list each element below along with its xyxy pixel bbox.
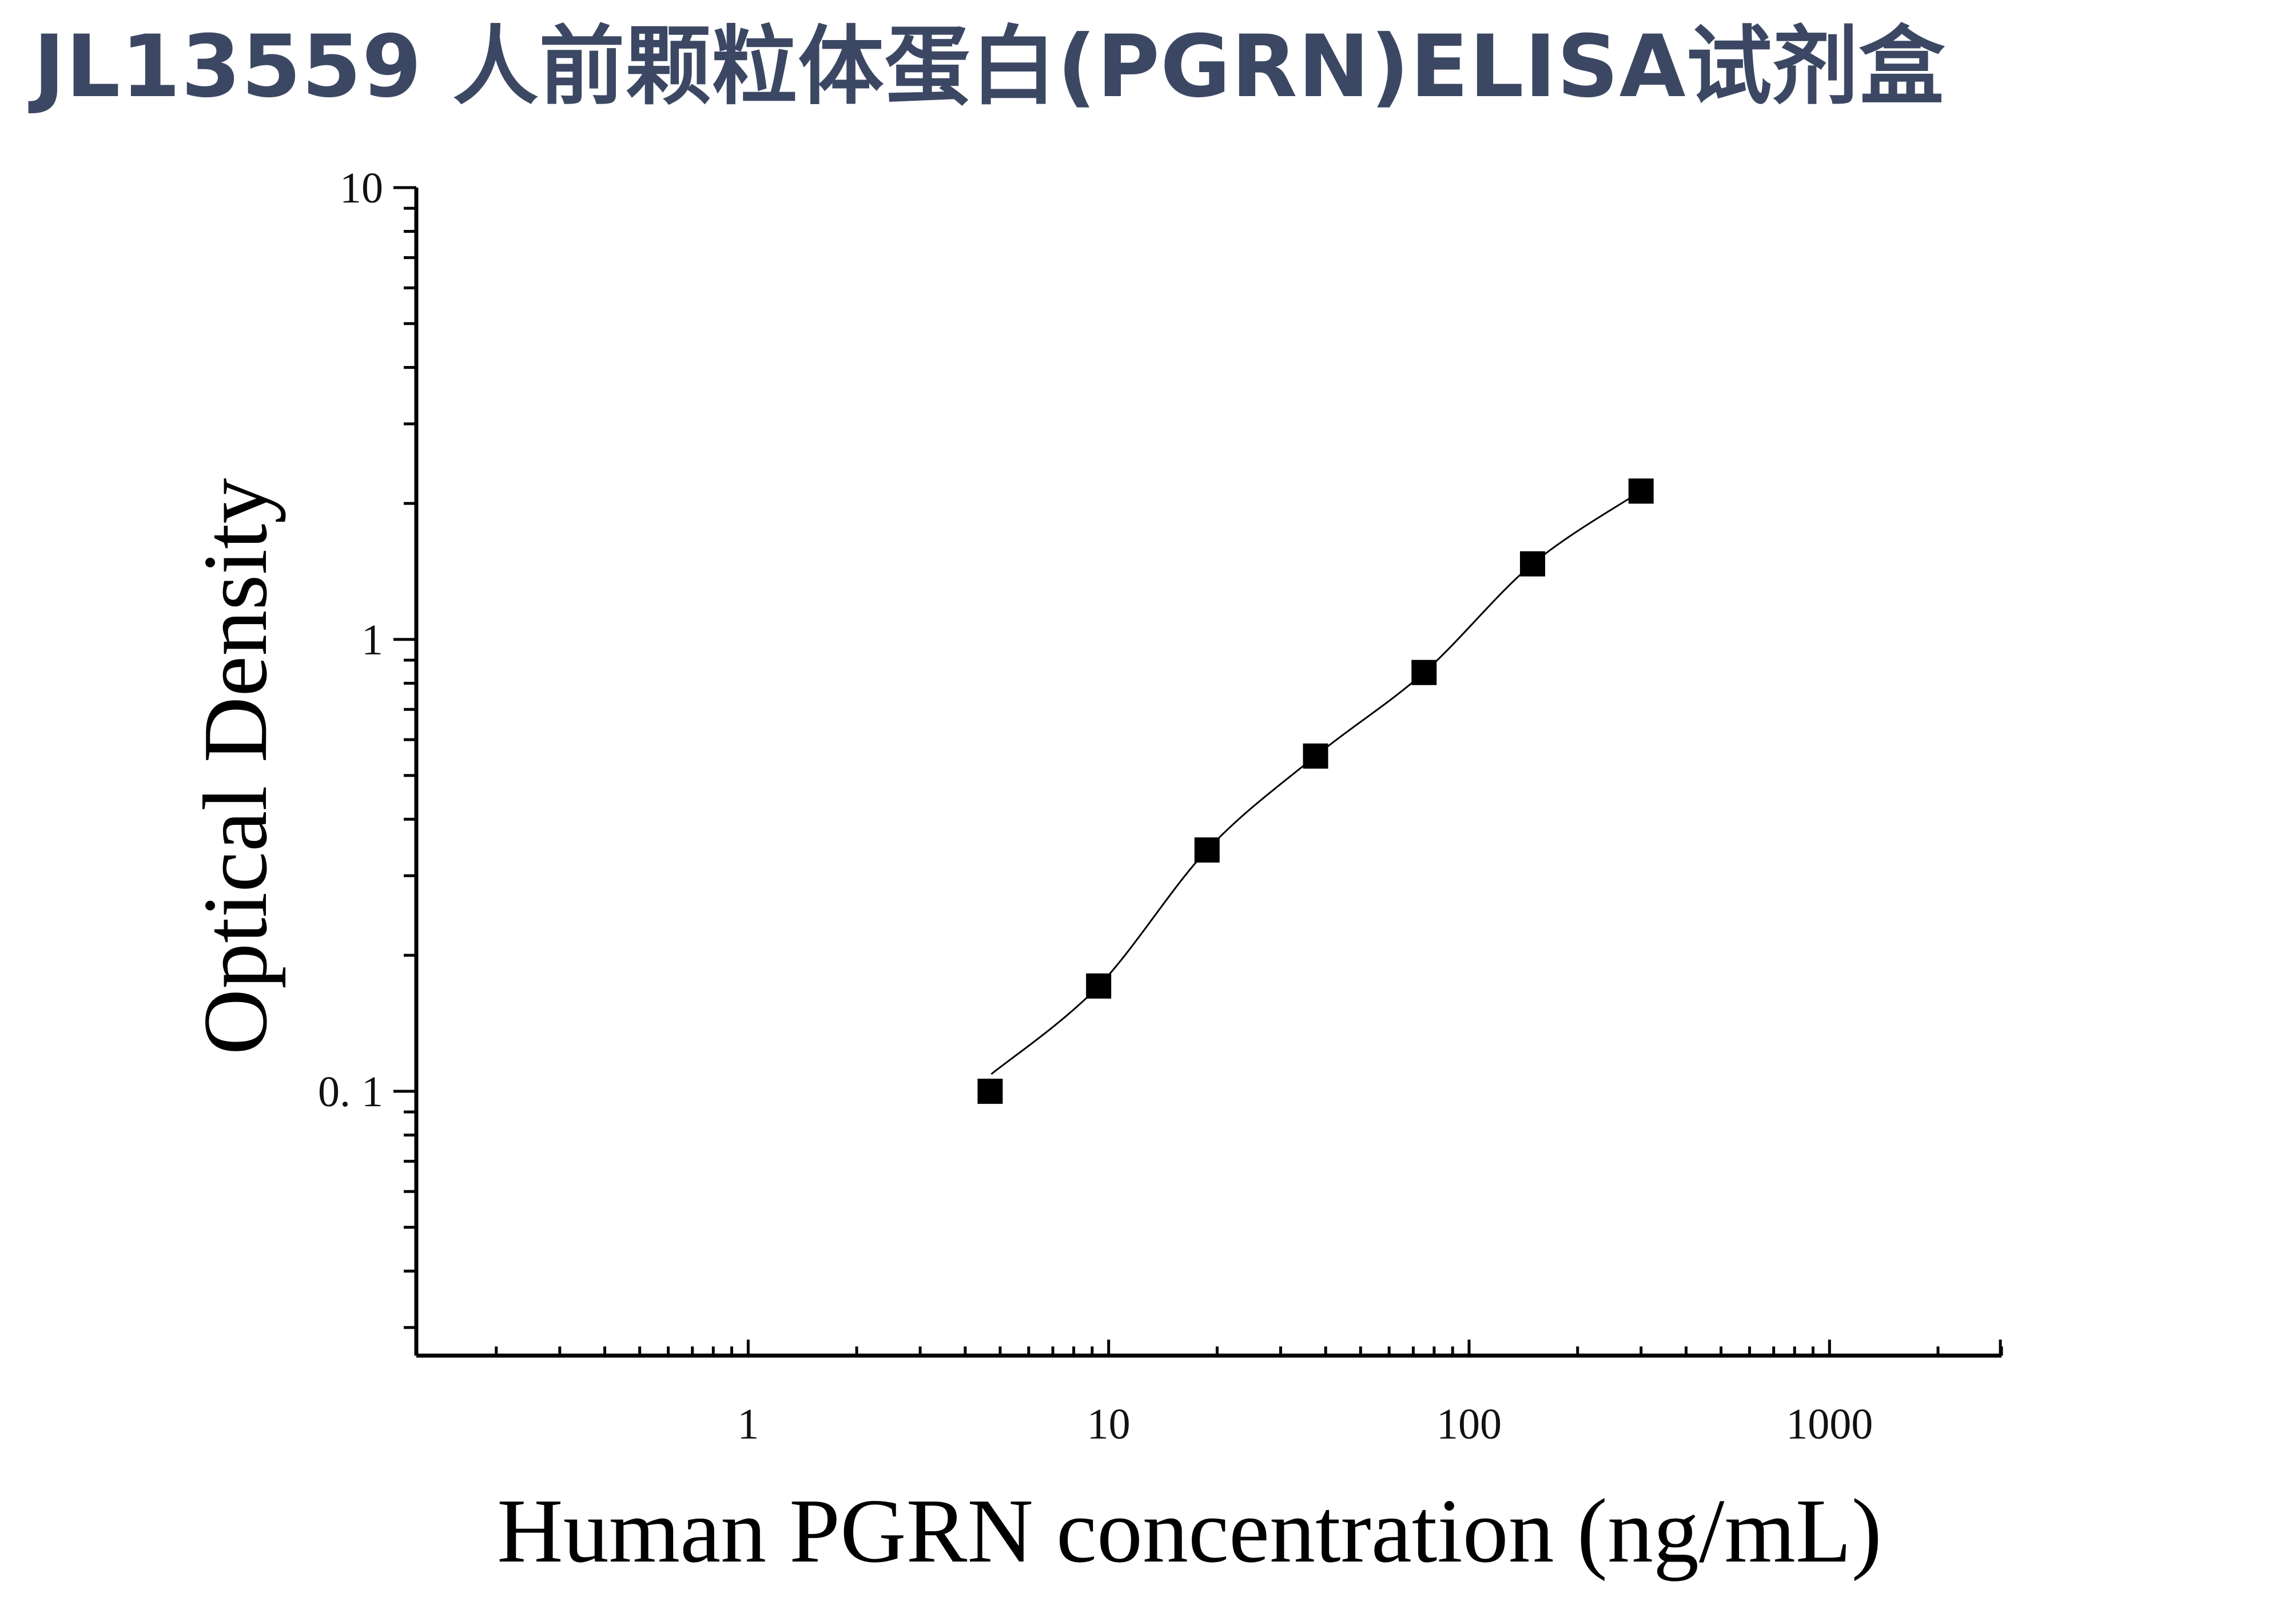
data-point <box>1411 660 1437 685</box>
y-tick-label: 0. 1 <box>318 1068 383 1116</box>
x-axis-title: Human PGRN concentration (ng/mL) <box>497 1480 1882 1582</box>
data-point <box>1194 837 1220 863</box>
axes: 1 10 100 1000 0. 1 1 10 <box>318 164 2003 1448</box>
x-tick-label: 1 <box>737 1400 759 1448</box>
data-points <box>977 478 1654 1104</box>
y-tick-label: 1 <box>361 616 383 664</box>
data-point <box>1086 973 1112 999</box>
data-point <box>1628 478 1654 504</box>
data-point <box>977 1078 1003 1104</box>
y-axis-title: Optical Density <box>184 478 286 1055</box>
data-point <box>1303 743 1328 769</box>
x-tick-label: 100 <box>1437 1400 1502 1448</box>
x-tick-label: 1000 <box>1786 1400 1873 1448</box>
page-title: JL13559 人前颗粒体蛋白(PGRN)ELISA试剂盒 <box>33 17 1945 117</box>
data-point <box>1519 551 1545 577</box>
y-tick-label: 10 <box>340 164 383 212</box>
x-tick-label: 10 <box>1087 1400 1131 1448</box>
